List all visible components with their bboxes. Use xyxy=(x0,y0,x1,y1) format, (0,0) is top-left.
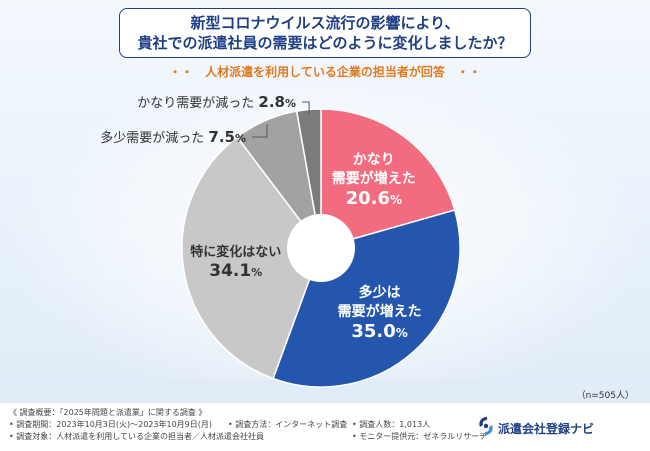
label-1-value: 35.0% xyxy=(351,321,407,342)
label-1-line-0: 多少は xyxy=(359,284,401,301)
brand-name: 派遣会社登録ナビ xyxy=(498,422,595,436)
leader-line-3 xyxy=(252,124,268,138)
brand-logo-icon xyxy=(479,417,493,435)
slice-2 xyxy=(181,136,322,380)
donut-hole xyxy=(287,214,355,282)
label-0-value: 20.6% xyxy=(346,188,402,209)
label-4-text: かなり需要が減った 2.8% xyxy=(137,93,296,111)
sample-size-note: （n=505人） xyxy=(576,391,634,401)
question-title-box: 新型コロナウイルス流行の影響により、 貴社での派遣社員の需要はどのように変化しま… xyxy=(119,8,531,58)
leader-line-4 xyxy=(302,101,310,114)
slice-0 xyxy=(320,108,456,249)
survey-target: • 調査対象：人材派遣を利用している企業の担当者／人材派遣会社社員 xyxy=(9,432,265,441)
label-0-line-1: 需要が増えた xyxy=(332,170,416,187)
label-3-text: 多少需要が減った 7.5% xyxy=(100,128,246,146)
survey-method: • 調査方法：インターネット調査 xyxy=(228,420,348,429)
question-line-2: 貴社での派遣社員の需要はどのように変化しましたか？ xyxy=(137,34,513,52)
leader-lines-group xyxy=(252,101,310,138)
label-4: かなり需要が減った 2.8% xyxy=(137,93,296,111)
label-2-line-0: 特に変化はない xyxy=(190,244,281,260)
slices-group xyxy=(181,108,461,388)
footer: 《 調査概要：「2025年問題と派遣業」に関する調査 》 • 調査期間：2023… xyxy=(0,402,650,451)
survey-period: • 調査期間：2023年10月3日(火)〜2023年10月9日(月) xyxy=(9,420,213,429)
donut-chart: かなり需要が増えた20.6%多少は需要が増えた35.0%特に変化はない34.1%… xyxy=(100,93,461,388)
survey-overview: 《 調査概要：「2025年問題と派遣業」に関する調査 》 xyxy=(9,408,207,417)
label-1-line-1: 需要が増えた xyxy=(338,303,422,320)
label-3: 多少需要が減った 7.5% xyxy=(100,128,246,146)
label-0-line-0: かなり xyxy=(353,152,395,168)
survey-count: • 調査人数：1,013人 xyxy=(352,420,431,429)
label-2-value: 34.1% xyxy=(209,261,262,281)
question-line-1: 新型コロナウイルス流行の影響により、 xyxy=(190,14,460,32)
labels-group: かなり需要が増えた20.6%多少は需要が増えた35.0%特に変化はない34.1%… xyxy=(100,93,421,342)
monitor-provider: • モニター提供元：ゼネラルリサーチ xyxy=(352,432,488,441)
respondent-subtitle: ・・ 人材派遣を利用している企業の担当者が回答 ・・ xyxy=(169,65,481,79)
